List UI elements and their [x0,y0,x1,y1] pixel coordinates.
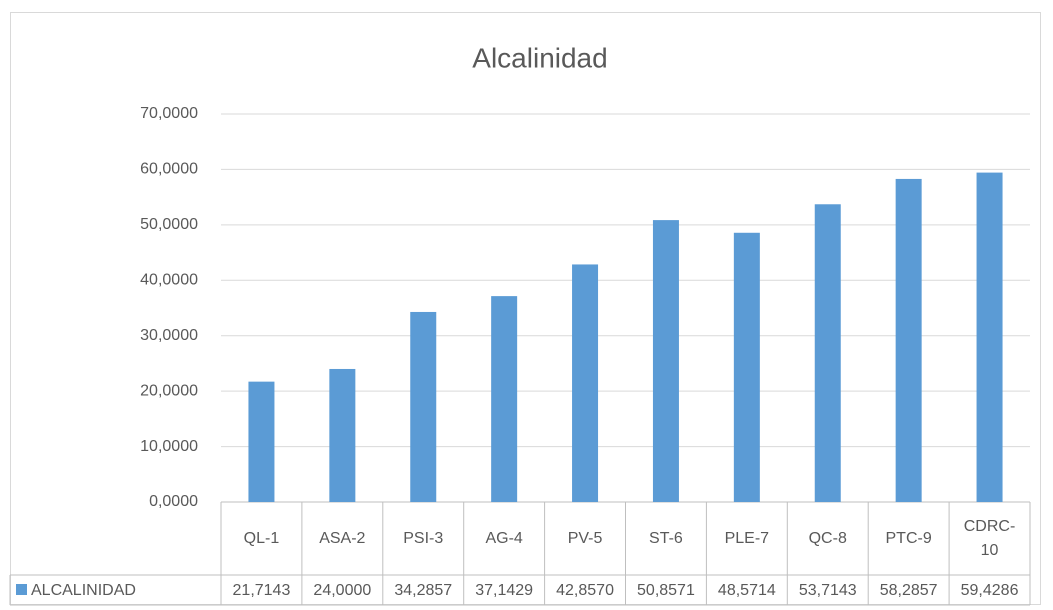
bar [976,172,1003,502]
bar [329,368,356,502]
x-tick-label: AG-4 [485,529,523,547]
chart-title: Alcalinidad [472,42,607,73]
bar [572,264,599,502]
data-table-value: 48,5714 [718,582,776,599]
category-cell: ST-6 [626,502,707,575]
category-wrap: QL-1 [221,502,302,575]
category-cell: QC-8 [787,502,868,575]
y-tick-label: 30,0000 [140,327,198,344]
data-table-value: 24,0000 [313,582,371,599]
category-cell: PV-5 [545,502,626,575]
bar [895,178,922,502]
bar [491,296,518,502]
y-tick-label: 70,0000 [140,105,198,122]
y-tick-label: 20,0000 [140,382,198,399]
category-wrap: QC-8 [787,502,868,575]
bar [814,204,841,503]
category-cell: CDRC-10 [949,502,1030,575]
category-cell: PSI-3 [383,502,464,575]
category-wrap: AG-4 [464,502,545,575]
y-tick-label: 60,0000 [140,161,198,178]
category-wrap: PTC-9 [868,502,949,575]
x-tick-label: PV-5 [567,529,603,547]
category-cell: AG-4 [464,502,545,575]
category-wrap: ST-6 [626,502,707,575]
category-wrap: CDRC-10 [949,502,1030,575]
data-table-value: 21,7143 [233,582,291,599]
x-tick-label: QL-1 [243,529,280,547]
y-tick-label: 0,0000 [149,493,198,510]
category-wrap: PLE-7 [706,502,787,575]
category-cell: PLE-7 [706,502,787,575]
data-table-value: 58,2857 [880,582,938,599]
legend-label: ALCALINIDAD [31,582,136,599]
x-tick-label: PTC-9 [885,529,932,547]
category-wrap: PV-5 [545,502,626,575]
category-cell: QL-1 [221,502,302,575]
data-table-value: 59,4286 [961,582,1019,599]
x-tick-label: PLE-7 [724,529,770,547]
data-table-value: 34,2857 [394,582,452,599]
category-wrap: PSI-3 [383,502,464,575]
legend-key [16,584,27,595]
x-tick-label: ASA-2 [319,529,366,547]
data-table-value: 53,7143 [799,582,857,599]
bar [410,311,437,502]
bar [248,381,275,502]
x-tick-label: ST-6 [649,529,683,547]
x-tick-label: PSI-3 [403,529,444,547]
y-tick-label: 10,0000 [140,438,198,455]
category-cell: PTC-9 [868,502,949,575]
bar [733,232,760,502]
data-table-value: 37,1429 [475,582,533,599]
category-cell: ASA-2 [302,502,383,575]
x-tick-label: CDRC-10 [963,517,1016,559]
bar [652,220,679,502]
y-tick-label: 40,0000 [140,272,198,289]
data-table-value: 42,8570 [556,582,614,599]
y-tick-label: 50,0000 [140,216,198,233]
chart-border [10,12,1041,605]
x-tick-label: QC-8 [808,529,847,547]
category-wrap: ASA-2 [302,502,383,575]
data-table-value: 50,8571 [637,582,695,599]
